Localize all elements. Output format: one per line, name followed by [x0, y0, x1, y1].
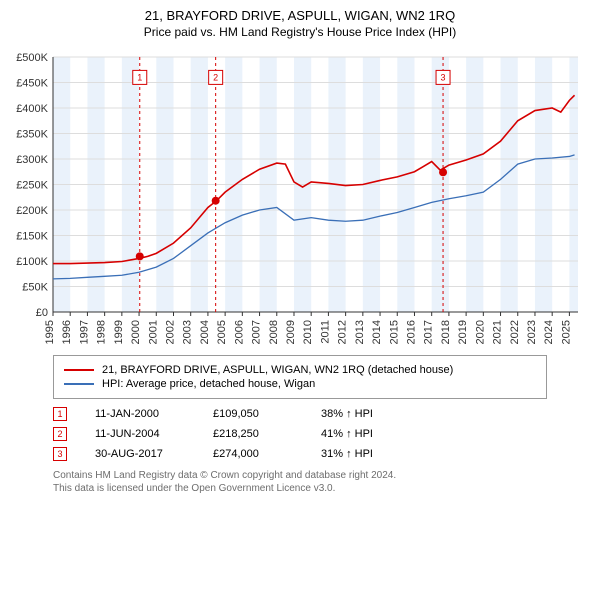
transaction-marker: 1	[53, 407, 67, 421]
x-tick-label: 2003	[182, 320, 194, 344]
transactions-table: 1 11-JAN-2000 £109,050 38% ↑ HPI 2 11-JUN-200…	[53, 407, 547, 461]
x-tick-label: 2024	[543, 320, 555, 344]
y-tick-label: £400K	[16, 103, 48, 115]
marker-number: 3	[441, 72, 446, 82]
y-tick-label: £200K	[16, 205, 48, 217]
x-tick-label: 2004	[199, 320, 211, 344]
legend-row: HPI: Average price, detached house, Wiga…	[64, 378, 536, 390]
line-chart-svg: £0 £50K £100K £150K £200K £250K £300K £350K £400…	[8, 47, 592, 347]
x-tick-label: 2016	[405, 320, 417, 344]
x-tick-label: 2025	[560, 320, 572, 344]
x-tick-label: 2021	[492, 320, 504, 344]
y-tick-label: £350K	[16, 129, 48, 141]
x-tick-label: 2012	[337, 320, 349, 344]
transaction-date: 11-JUN-2004	[95, 428, 185, 440]
y-tick-label: £150K	[16, 231, 48, 243]
legend-row: 21, BRAYFORD DRIVE, ASPULL, WIGAN, WN2 1…	[64, 364, 536, 376]
x-tick-label: 2011	[319, 320, 331, 344]
x-tick-label: 2019	[457, 320, 469, 344]
legend-label: HPI: Average price, detached house, Wiga…	[102, 378, 315, 390]
x-tick-label: 1997	[78, 320, 90, 344]
x-tick-label: 1996	[61, 320, 73, 344]
transaction-price: £218,250	[213, 428, 293, 440]
legend-swatch	[64, 369, 94, 371]
marker-dot	[136, 252, 144, 260]
chart-subtitle: Price paid vs. HM Land Registry's House …	[8, 25, 592, 39]
chart-title: 21, BRAYFORD DRIVE, ASPULL, WIGAN, WN2 1…	[8, 8, 592, 23]
x-tick-label: 2001	[147, 320, 159, 344]
footnote: Contains HM Land Registry data © Crown c…	[53, 469, 547, 495]
transaction-row: 3 30-AUG-2017 £274,000 31% ↑ HPI	[53, 447, 547, 461]
x-tick-label: 2002	[164, 320, 176, 344]
transaction-price: £109,050	[213, 408, 293, 420]
x-tick-label: 2015	[388, 320, 400, 344]
marker-dot	[439, 168, 447, 176]
y-tick-label: £250K	[16, 180, 48, 192]
transaction-delta: 41% ↑ HPI	[321, 428, 373, 440]
transaction-date: 11-JAN-2000	[95, 408, 185, 420]
y-tick-label: £450K	[16, 78, 48, 90]
transaction-price: £274,000	[213, 448, 293, 460]
x-tick-label: 2006	[233, 320, 245, 344]
transaction-marker: 3	[53, 447, 67, 461]
x-tick-label: 2018	[440, 320, 452, 344]
transaction-row: 1 11-JAN-2000 £109,050 38% ↑ HPI	[53, 407, 547, 421]
transaction-delta: 38% ↑ HPI	[321, 408, 373, 420]
x-tick-label: 1998	[96, 320, 108, 344]
x-tick-label: 1999	[113, 320, 125, 344]
y-tick-label: £300K	[16, 154, 48, 166]
footnote-line-1: Contains HM Land Registry data © Crown c…	[53, 469, 547, 482]
x-tick-label: 2023	[526, 320, 538, 344]
footnote-line-2: This data is licensed under the Open Gov…	[53, 482, 547, 495]
y-tick-label: £50K	[22, 282, 48, 294]
x-tick-label: 2008	[268, 320, 280, 344]
transaction-marker: 2	[53, 427, 67, 441]
x-tick-label: 2009	[285, 320, 297, 344]
y-tick-label: £100K	[16, 256, 48, 268]
transaction-date: 30-AUG-2017	[95, 448, 185, 460]
x-tick-label: 2014	[371, 320, 383, 344]
legend: 21, BRAYFORD DRIVE, ASPULL, WIGAN, WN2 1…	[53, 355, 547, 399]
x-tick-label: 2022	[509, 320, 521, 344]
y-tick-label: £0	[36, 307, 48, 319]
x-tick-label: 2010	[302, 320, 314, 344]
marker-dot	[212, 197, 220, 205]
x-tick-label: 2020	[474, 320, 486, 344]
chart-area: £0 £50K £100K £150K £200K £250K £300K £350K £400…	[8, 47, 592, 347]
marker-number: 1	[137, 72, 142, 82]
x-tick-label: 2017	[423, 320, 435, 344]
x-tick-label: 2000	[130, 320, 142, 344]
transaction-delta: 31% ↑ HPI	[321, 448, 373, 460]
legend-swatch	[64, 383, 94, 385]
legend-label: 21, BRAYFORD DRIVE, ASPULL, WIGAN, WN2 1…	[102, 364, 453, 376]
x-tick-label: 2013	[354, 320, 366, 344]
y-tick-label: £500K	[16, 52, 48, 64]
x-tick-label: 2005	[216, 320, 228, 344]
transaction-row: 2 11-JUN-2004 £218,250 41% ↑ HPI	[53, 427, 547, 441]
marker-number: 2	[213, 72, 218, 82]
x-tick-label: 1995	[44, 320, 56, 344]
x-tick-label: 2007	[251, 320, 263, 344]
